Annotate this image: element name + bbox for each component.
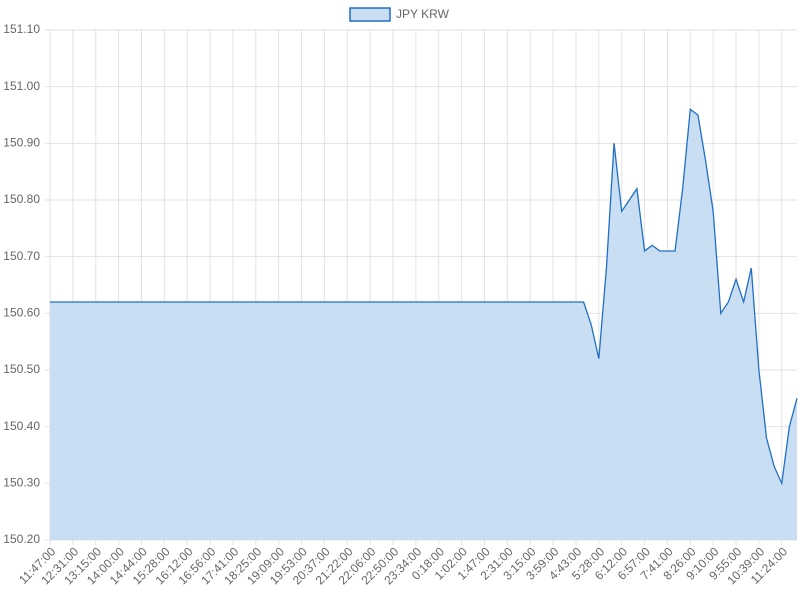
y-tick-label: 150.30: [3, 476, 40, 490]
y-tick-label: 150.40: [3, 419, 40, 433]
y-tick-label: 150.80: [3, 192, 40, 206]
y-tick-label: 150.70: [3, 249, 40, 263]
y-tick-label: 151.00: [3, 79, 40, 93]
area: [50, 109, 797, 540]
y-tick-label: 150.60: [3, 306, 40, 320]
y-tick-label: 150.50: [3, 362, 40, 376]
legend-swatch: [349, 7, 391, 22]
legend-label: JPY KRW: [396, 7, 450, 21]
y-tick-label: 150.20: [3, 532, 40, 546]
y-tick-label: 151.10: [3, 22, 40, 36]
line: [50, 108, 798, 486]
y-tick-label: 150.90: [3, 136, 40, 150]
